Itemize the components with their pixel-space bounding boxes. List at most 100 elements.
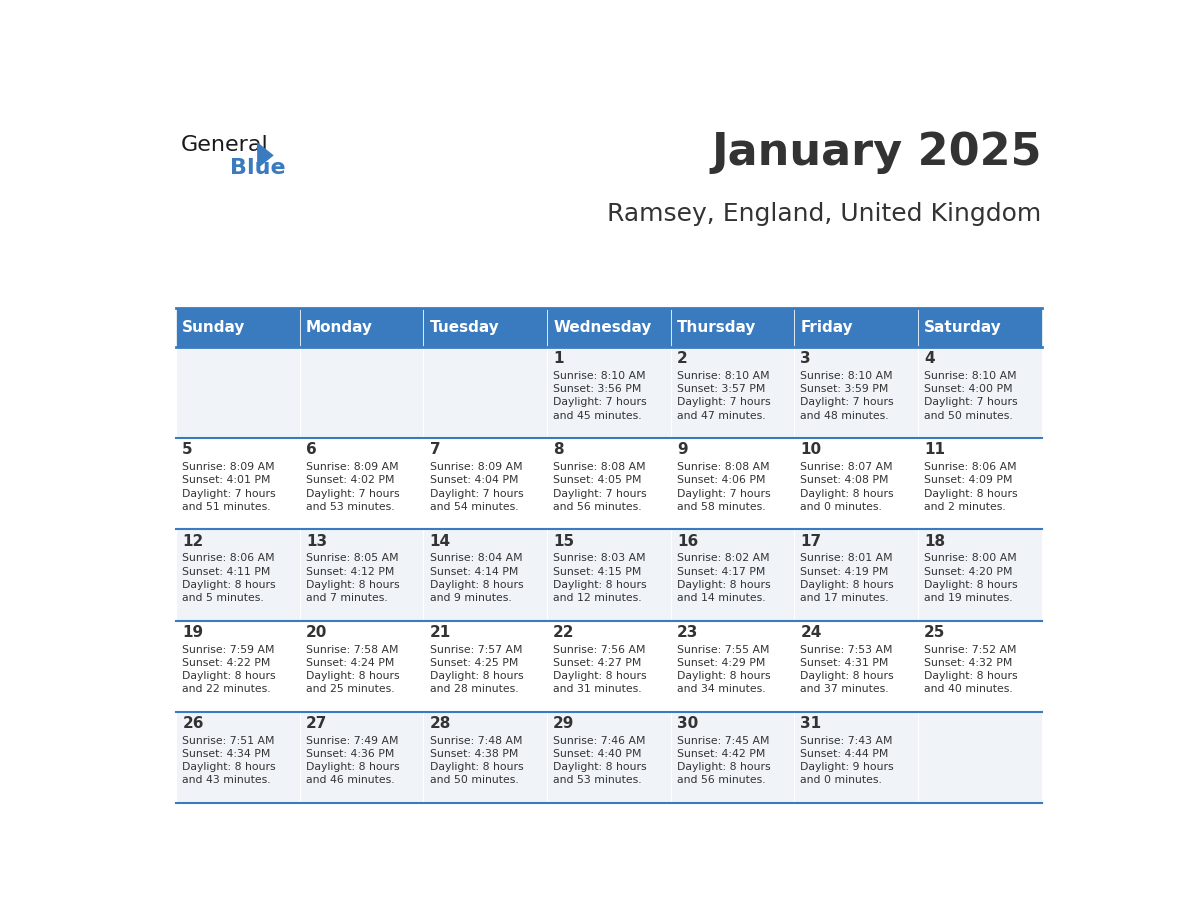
Bar [546, 347, 671, 438]
Text: Sunrise: 7:48 AM
Sunset: 4:38 PM
Daylight: 8 hours
and 50 minutes.: Sunrise: 7:48 AM Sunset: 4:38 PM Dayligh… [430, 735, 523, 785]
Bar [671, 438, 795, 530]
Bar [176, 621, 299, 711]
Bar [546, 530, 671, 621]
Text: 7: 7 [430, 442, 441, 457]
Text: 31: 31 [801, 716, 822, 731]
Text: 10: 10 [801, 442, 822, 457]
Text: Sunrise: 8:07 AM
Sunset: 4:08 PM
Daylight: 8 hours
and 0 minutes.: Sunrise: 8:07 AM Sunset: 4:08 PM Dayligh… [801, 462, 895, 511]
Text: 13: 13 [307, 533, 327, 549]
Text: 4: 4 [924, 352, 935, 366]
Bar [918, 347, 1042, 438]
Text: Sunrise: 7:43 AM
Sunset: 4:44 PM
Daylight: 9 hours
and 0 minutes.: Sunrise: 7:43 AM Sunset: 4:44 PM Dayligh… [801, 735, 895, 785]
Bar [918, 530, 1042, 621]
Text: Sunrise: 8:10 AM
Sunset: 3:56 PM
Daylight: 7 hours
and 45 minutes.: Sunrise: 8:10 AM Sunset: 3:56 PM Dayligh… [554, 371, 646, 420]
Text: 14: 14 [430, 533, 450, 549]
Text: Sunday: Sunday [182, 320, 246, 335]
Bar [671, 530, 795, 621]
Bar [918, 711, 1042, 803]
Bar [795, 530, 918, 621]
Text: 16: 16 [677, 533, 699, 549]
Text: Sunrise: 7:53 AM
Sunset: 4:31 PM
Daylight: 8 hours
and 37 minutes.: Sunrise: 7:53 AM Sunset: 4:31 PM Dayligh… [801, 644, 895, 694]
Text: Sunrise: 8:04 AM
Sunset: 4:14 PM
Daylight: 8 hours
and 9 minutes.: Sunrise: 8:04 AM Sunset: 4:14 PM Dayligh… [430, 554, 523, 603]
Bar [918, 438, 1042, 530]
Text: 2: 2 [677, 352, 688, 366]
Polygon shape [257, 142, 273, 169]
Text: 1: 1 [554, 352, 564, 366]
Text: Sunrise: 8:02 AM
Sunset: 4:17 PM
Daylight: 8 hours
and 14 minutes.: Sunrise: 8:02 AM Sunset: 4:17 PM Dayligh… [677, 554, 771, 603]
Text: Sunrise: 7:57 AM
Sunset: 4:25 PM
Daylight: 8 hours
and 28 minutes.: Sunrise: 7:57 AM Sunset: 4:25 PM Dayligh… [430, 644, 523, 694]
Text: 26: 26 [182, 716, 204, 731]
Bar [671, 621, 795, 711]
Bar [918, 621, 1042, 711]
Bar [546, 438, 671, 530]
Bar [795, 308, 918, 347]
Text: General: General [181, 135, 268, 155]
Text: Tuesday: Tuesday [430, 320, 499, 335]
Bar [299, 711, 423, 803]
Bar [299, 347, 423, 438]
Bar [671, 711, 795, 803]
Text: Sunrise: 8:10 AM
Sunset: 3:59 PM
Daylight: 7 hours
and 48 minutes.: Sunrise: 8:10 AM Sunset: 3:59 PM Dayligh… [801, 371, 895, 420]
Bar [918, 308, 1042, 347]
Text: 23: 23 [677, 625, 699, 640]
Text: Sunrise: 8:09 AM
Sunset: 4:02 PM
Daylight: 7 hours
and 53 minutes.: Sunrise: 8:09 AM Sunset: 4:02 PM Dayligh… [307, 462, 399, 511]
Text: Sunrise: 8:06 AM
Sunset: 4:11 PM
Daylight: 8 hours
and 5 minutes.: Sunrise: 8:06 AM Sunset: 4:11 PM Dayligh… [182, 554, 276, 603]
Bar [423, 530, 546, 621]
Text: January 2025: January 2025 [712, 131, 1042, 174]
Text: Sunrise: 7:56 AM
Sunset: 4:27 PM
Daylight: 8 hours
and 31 minutes.: Sunrise: 7:56 AM Sunset: 4:27 PM Dayligh… [554, 644, 646, 694]
Bar [795, 347, 918, 438]
Bar [176, 347, 299, 438]
Text: 21: 21 [430, 625, 450, 640]
Text: Sunrise: 8:01 AM
Sunset: 4:19 PM
Daylight: 8 hours
and 17 minutes.: Sunrise: 8:01 AM Sunset: 4:19 PM Dayligh… [801, 554, 895, 603]
Text: Sunrise: 7:51 AM
Sunset: 4:34 PM
Daylight: 8 hours
and 43 minutes.: Sunrise: 7:51 AM Sunset: 4:34 PM Dayligh… [182, 735, 276, 785]
Bar [671, 308, 795, 347]
Text: Ramsey, England, United Kingdom: Ramsey, England, United Kingdom [607, 202, 1042, 226]
Text: Wednesday: Wednesday [554, 320, 651, 335]
Text: Sunrise: 7:52 AM
Sunset: 4:32 PM
Daylight: 8 hours
and 40 minutes.: Sunrise: 7:52 AM Sunset: 4:32 PM Dayligh… [924, 644, 1018, 694]
Text: Sunrise: 7:55 AM
Sunset: 4:29 PM
Daylight: 8 hours
and 34 minutes.: Sunrise: 7:55 AM Sunset: 4:29 PM Dayligh… [677, 644, 771, 694]
Text: 3: 3 [801, 352, 811, 366]
Text: 20: 20 [307, 625, 328, 640]
Text: 8: 8 [554, 442, 564, 457]
Bar [423, 438, 546, 530]
Bar [176, 530, 299, 621]
Bar [795, 621, 918, 711]
Text: 29: 29 [554, 716, 575, 731]
Text: 11: 11 [924, 442, 946, 457]
Bar [176, 711, 299, 803]
Text: 25: 25 [924, 625, 946, 640]
Bar [546, 711, 671, 803]
Text: Saturday: Saturday [924, 320, 1001, 335]
Bar [795, 438, 918, 530]
Bar [423, 621, 546, 711]
Text: 17: 17 [801, 533, 822, 549]
Text: Friday: Friday [801, 320, 853, 335]
Text: Sunrise: 7:59 AM
Sunset: 4:22 PM
Daylight: 8 hours
and 22 minutes.: Sunrise: 7:59 AM Sunset: 4:22 PM Dayligh… [182, 644, 276, 694]
Bar [299, 308, 423, 347]
Text: Blue: Blue [229, 158, 285, 177]
Text: Thursday: Thursday [677, 320, 757, 335]
Bar [423, 711, 546, 803]
Bar [423, 308, 546, 347]
Text: Sunrise: 8:06 AM
Sunset: 4:09 PM
Daylight: 8 hours
and 2 minutes.: Sunrise: 8:06 AM Sunset: 4:09 PM Dayligh… [924, 462, 1018, 511]
Bar [299, 530, 423, 621]
Text: Sunrise: 8:10 AM
Sunset: 3:57 PM
Daylight: 7 hours
and 47 minutes.: Sunrise: 8:10 AM Sunset: 3:57 PM Dayligh… [677, 371, 771, 420]
Bar [546, 621, 671, 711]
Text: Sunrise: 7:45 AM
Sunset: 4:42 PM
Daylight: 8 hours
and 56 minutes.: Sunrise: 7:45 AM Sunset: 4:42 PM Dayligh… [677, 735, 771, 785]
Text: 27: 27 [307, 716, 328, 731]
Text: Sunrise: 8:08 AM
Sunset: 4:06 PM
Daylight: 7 hours
and 58 minutes.: Sunrise: 8:08 AM Sunset: 4:06 PM Dayligh… [677, 462, 771, 511]
Text: 12: 12 [182, 533, 203, 549]
Text: Sunrise: 8:03 AM
Sunset: 4:15 PM
Daylight: 8 hours
and 12 minutes.: Sunrise: 8:03 AM Sunset: 4:15 PM Dayligh… [554, 554, 646, 603]
Text: 28: 28 [430, 716, 451, 731]
Bar [176, 438, 299, 530]
Text: Sunrise: 8:08 AM
Sunset: 4:05 PM
Daylight: 7 hours
and 56 minutes.: Sunrise: 8:08 AM Sunset: 4:05 PM Dayligh… [554, 462, 646, 511]
Text: Sunrise: 8:05 AM
Sunset: 4:12 PM
Daylight: 8 hours
and 7 minutes.: Sunrise: 8:05 AM Sunset: 4:12 PM Dayligh… [307, 554, 399, 603]
Text: Sunrise: 8:00 AM
Sunset: 4:20 PM
Daylight: 8 hours
and 19 minutes.: Sunrise: 8:00 AM Sunset: 4:20 PM Dayligh… [924, 554, 1018, 603]
Text: Sunrise: 7:49 AM
Sunset: 4:36 PM
Daylight: 8 hours
and 46 minutes.: Sunrise: 7:49 AM Sunset: 4:36 PM Dayligh… [307, 735, 399, 785]
Text: Sunrise: 7:46 AM
Sunset: 4:40 PM
Daylight: 8 hours
and 53 minutes.: Sunrise: 7:46 AM Sunset: 4:40 PM Dayligh… [554, 735, 646, 785]
Bar [671, 347, 795, 438]
Bar [299, 438, 423, 530]
Text: Sunrise: 8:09 AM
Sunset: 4:04 PM
Daylight: 7 hours
and 54 minutes.: Sunrise: 8:09 AM Sunset: 4:04 PM Dayligh… [430, 462, 523, 511]
Bar [176, 308, 299, 347]
Text: 9: 9 [677, 442, 688, 457]
